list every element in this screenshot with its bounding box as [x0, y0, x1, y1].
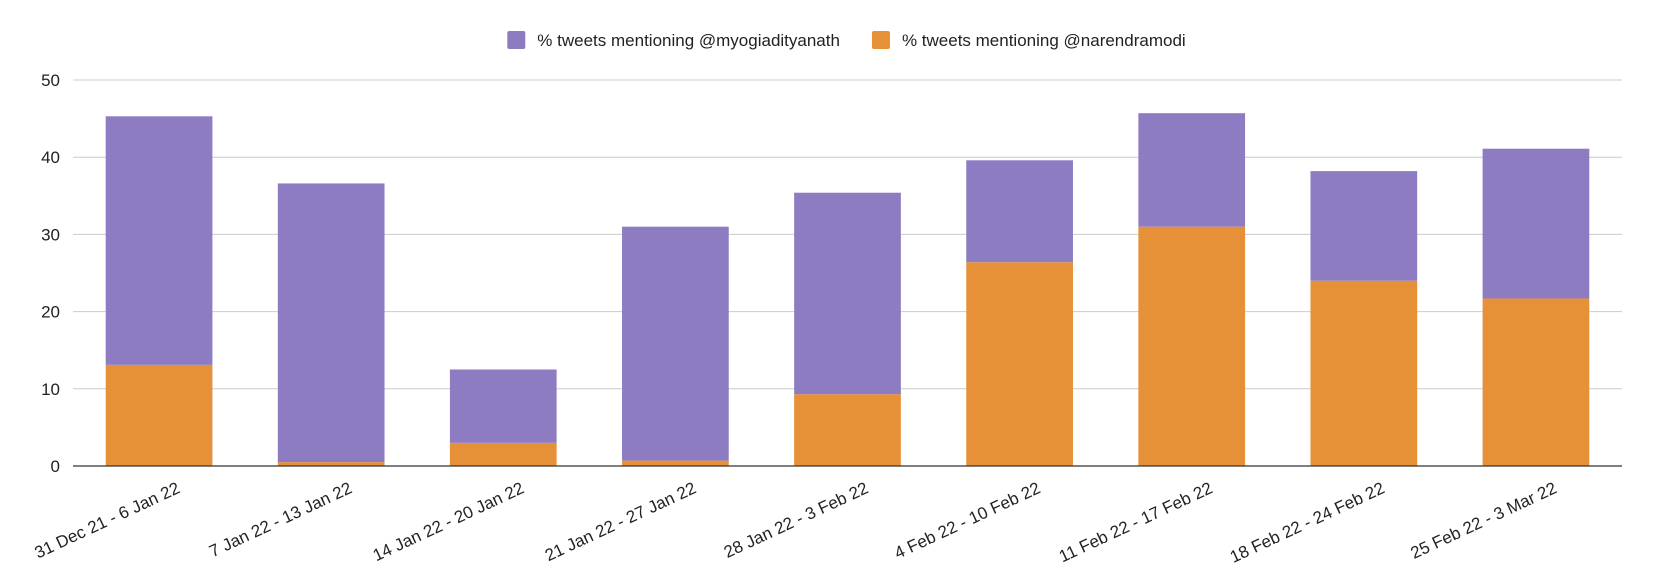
- x-tick-label: 18 Feb 22 - 24 Feb 22: [1227, 478, 1388, 566]
- y-tick-label: 30: [41, 225, 60, 244]
- bar-segment: [105, 364, 213, 466]
- bar-segment: [449, 369, 557, 443]
- legend-swatch: [507, 31, 526, 49]
- x-tick-label: 28 Jan 22 - 3 Feb 22: [721, 478, 871, 562]
- y-tick-label: 20: [41, 303, 60, 322]
- x-tick-label: 21 Jan 22 - 27 Jan 22: [542, 478, 699, 565]
- bar-segment: [1310, 171, 1418, 281]
- x-tick-label: 31 Dec 21 - 6 Jan 22: [32, 478, 183, 562]
- bar-segment: [1310, 280, 1418, 466]
- x-tick-label: 11 Feb 22 - 17 Feb 22: [1056, 478, 1215, 566]
- legend-item: % tweets mentioning @myogiadityanath: [507, 31, 840, 50]
- x-axis: 31 Dec 21 - 6 Jan 22 7 Jan 22 - 13 Jan 22…: [32, 465, 1622, 567]
- bar-segment: [794, 192, 901, 395]
- x-tick-label: 14 Jan 22 - 20 Jan 22: [370, 478, 527, 565]
- x-tick-label: 25 Feb 22 - 3 Mar 22: [1408, 478, 1560, 562]
- y-tick-label: 50: [41, 71, 60, 90]
- legend: % tweets mentioning @myogiadityanath % tw…: [507, 31, 1186, 50]
- legend-swatch: [871, 31, 890, 49]
- y-tick-label: 10: [41, 380, 60, 399]
- bar-segment: [622, 226, 729, 461]
- bar-segment: [622, 460, 729, 466]
- bar-segment: [277, 183, 385, 463]
- bar-segment: [966, 262, 1073, 466]
- bars: [105, 113, 1590, 466]
- y-axis: 0 10 20 30 40 50: [41, 71, 60, 476]
- bar-segment: [1482, 148, 1590, 299]
- bar-segment: [1138, 113, 1246, 227]
- bar-segment: [1482, 298, 1590, 466]
- x-tick-label: 4 Feb 22 - 10 Feb 22: [891, 478, 1043, 562]
- x-tick-label: 7 Jan 22 - 13 Jan 22: [206, 478, 355, 561]
- y-tick-label: 40: [41, 148, 60, 167]
- bar-segment: [794, 394, 901, 466]
- bar-segment: [1138, 226, 1246, 466]
- legend-label: % tweets mentioning @myogiadityanath: [537, 31, 840, 50]
- legend-label: % tweets mentioning @narendramodi: [902, 31, 1186, 50]
- bar-segment: [966, 160, 1073, 263]
- bar-segment: [449, 442, 557, 466]
- y-tick-label: 0: [51, 457, 60, 476]
- legend-item: % tweets mentioning @narendramodi: [871, 31, 1186, 50]
- bar-segment: [105, 116, 213, 365]
- bar-segment: [277, 462, 385, 466]
